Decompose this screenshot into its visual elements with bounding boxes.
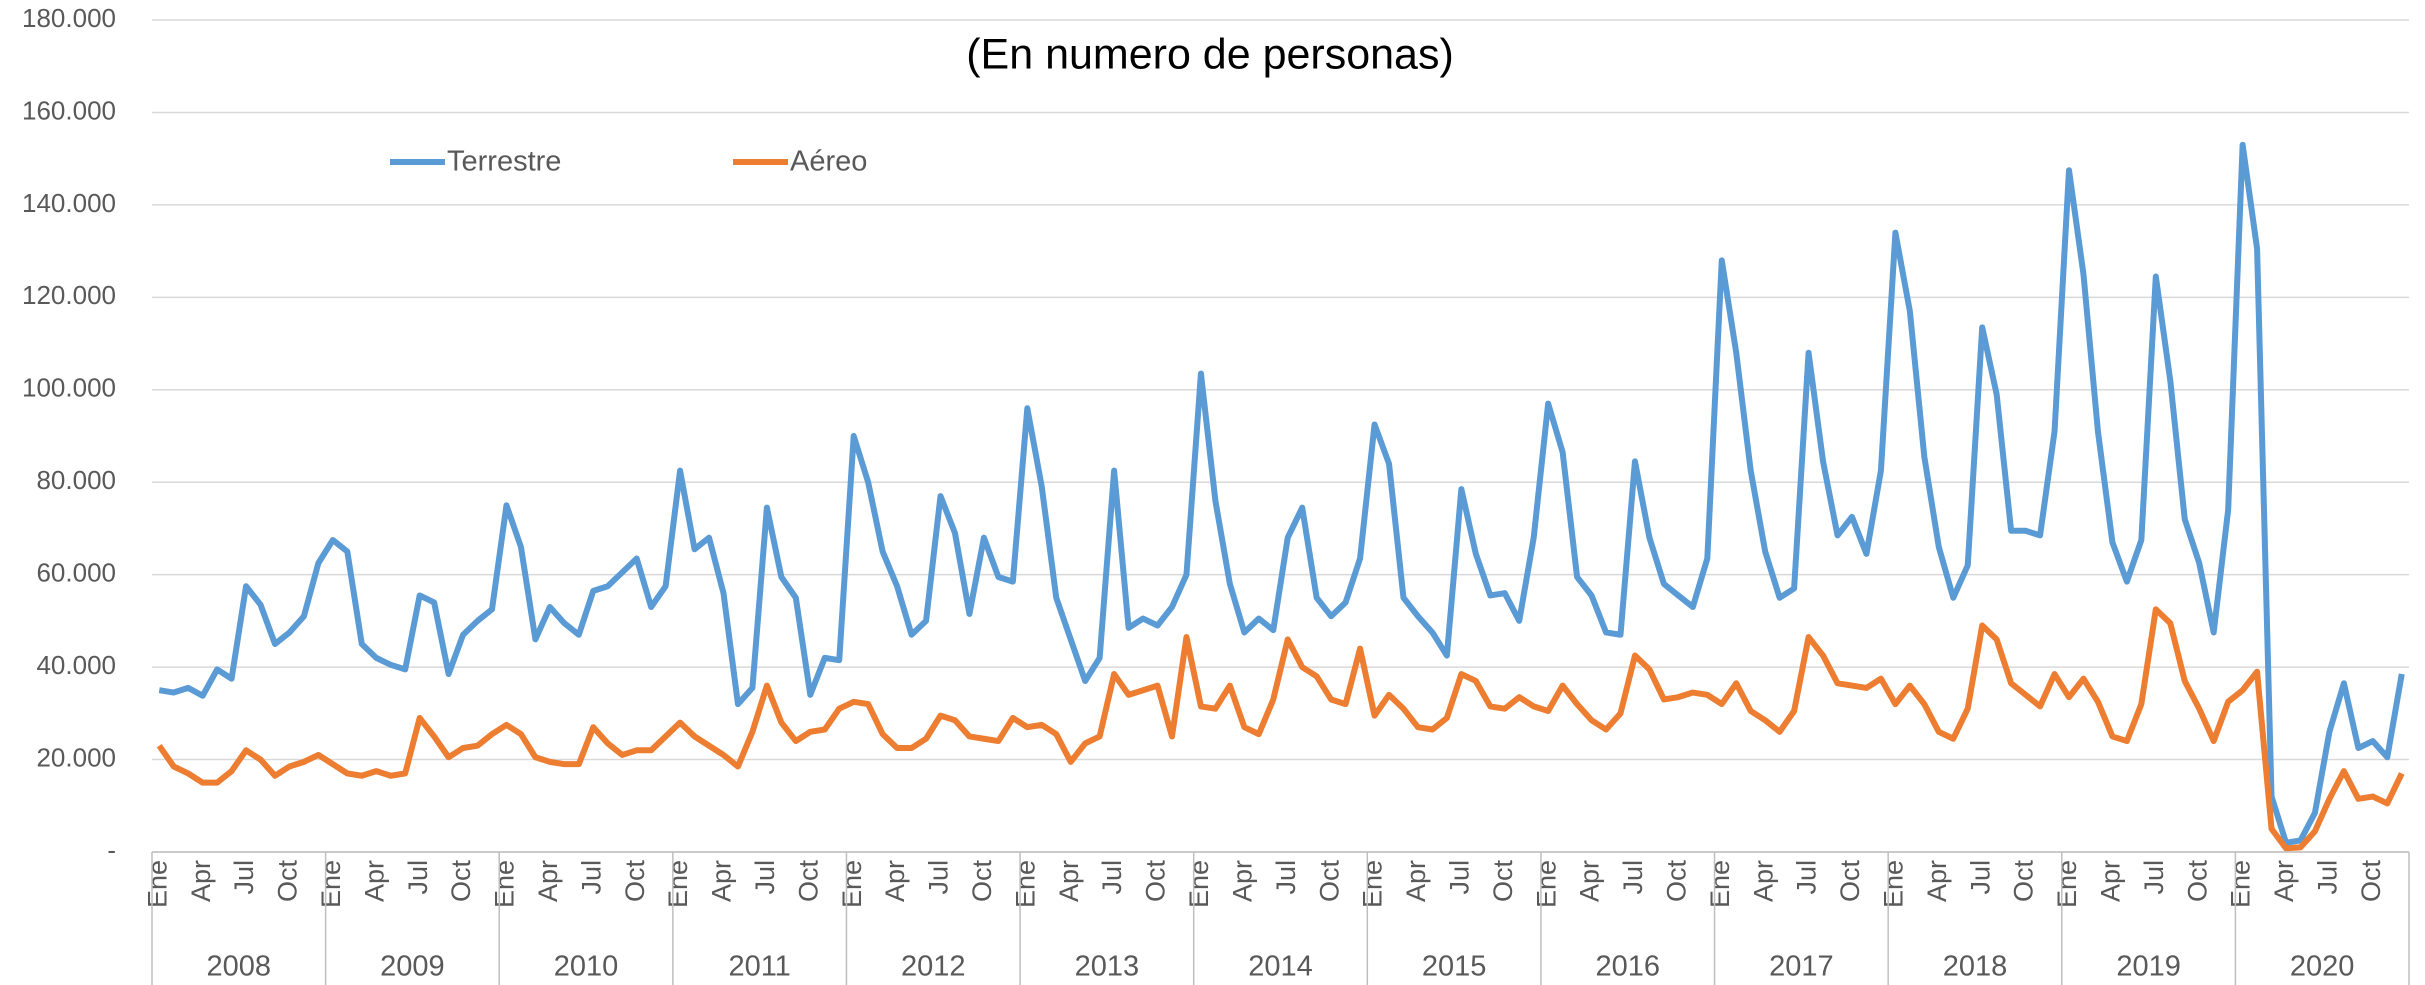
x-tick-label: Oct bbox=[620, 860, 650, 903]
year-label: 2010 bbox=[554, 951, 619, 983]
year-label: 2012 bbox=[901, 951, 966, 983]
x-tick-label: Jul bbox=[576, 860, 606, 895]
y-tick-label: 40.000 bbox=[36, 650, 116, 680]
x-tick-label: Oct bbox=[1488, 860, 1518, 903]
x-tick-label: Oct bbox=[967, 860, 997, 903]
x-tick-label: Apr bbox=[1227, 860, 1257, 902]
x-tick-label: Oct bbox=[1141, 860, 1171, 903]
x-tick-label: Jul bbox=[750, 860, 780, 895]
x-tick-label: Apr bbox=[359, 860, 389, 902]
year-label: 2015 bbox=[1422, 951, 1487, 983]
x-tick-label: Jul bbox=[1097, 860, 1127, 895]
year-label: 2009 bbox=[380, 951, 445, 983]
x-tick-label: Ene bbox=[2052, 860, 2082, 908]
legend-label: Terrestre bbox=[447, 146, 561, 178]
chart-title: (En numero de personas) bbox=[966, 30, 1454, 78]
year-label: 2016 bbox=[1595, 951, 1660, 983]
y-tick-label: 180.000 bbox=[22, 3, 116, 33]
year-label: 2013 bbox=[1075, 951, 1140, 983]
y-tick-label: 80.000 bbox=[36, 465, 116, 495]
x-tick-label: Oct bbox=[1835, 860, 1865, 903]
x-tick-label: Apr bbox=[1054, 860, 1084, 902]
x-tick-label: Apr bbox=[533, 860, 563, 902]
x-tick-label: Oct bbox=[793, 860, 823, 903]
y-tick-label: 100.000 bbox=[22, 373, 116, 403]
x-tick-label: Ene bbox=[316, 860, 346, 908]
x-tick-label: Oct bbox=[1314, 860, 1344, 903]
x-tick-label: Ene bbox=[663, 860, 693, 908]
x-tick-label: Ene bbox=[1358, 860, 1388, 908]
x-tick-label: Apr bbox=[1401, 860, 1431, 902]
x-tick-label: Apr bbox=[186, 860, 216, 902]
x-tick-label: Jul bbox=[2313, 860, 2343, 895]
series-line bbox=[158, 141, 2405, 846]
x-tick-label: Jul bbox=[924, 860, 954, 895]
x-tick-label: Jul bbox=[1271, 860, 1301, 895]
x-tick-label: Oct bbox=[446, 860, 476, 903]
legend-label: Aéreo bbox=[790, 146, 867, 178]
x-tick-label: Jul bbox=[1618, 860, 1648, 895]
x-tick-label: Apr bbox=[707, 860, 737, 902]
x-tick-label: Apr bbox=[1748, 860, 1778, 902]
x-tick-label: Apr bbox=[1922, 860, 1952, 902]
x-tick-label: Ene bbox=[142, 860, 172, 908]
x-tick-label: Apr bbox=[2096, 860, 2126, 902]
x-tick-label: Jul bbox=[229, 860, 259, 895]
y-tick-label: 20.000 bbox=[36, 742, 116, 772]
year-label: 2019 bbox=[2116, 951, 2181, 983]
x-tick-label: Jul bbox=[403, 860, 433, 895]
year-label: 2017 bbox=[1769, 951, 1834, 983]
x-tick-label: Jul bbox=[1965, 860, 1995, 895]
x-tick-label: Oct bbox=[1661, 860, 1691, 903]
x-tick-label: Ene bbox=[837, 860, 867, 908]
y-tick-label: 140.000 bbox=[22, 188, 116, 218]
x-tick-label: Ene bbox=[1184, 860, 1214, 908]
year-label: 2014 bbox=[1248, 951, 1313, 983]
y-tick-label: 160.000 bbox=[22, 95, 116, 125]
x-tick-label: Jul bbox=[1444, 860, 1474, 895]
x-tick-label: Oct bbox=[273, 860, 303, 903]
year-label: 2020 bbox=[2290, 951, 2355, 983]
x-tick-label: Ene bbox=[1531, 860, 1561, 908]
x-tick-label: Ene bbox=[1010, 860, 1040, 908]
x-tick-label: Apr bbox=[2269, 860, 2299, 902]
y-tick-label: 60.000 bbox=[36, 558, 116, 588]
x-tick-label: Ene bbox=[1879, 860, 1909, 908]
x-tick-label: Apr bbox=[880, 860, 910, 902]
x-tick-label: Ene bbox=[2226, 860, 2256, 908]
x-tick-label: Jul bbox=[2139, 860, 2169, 895]
x-tick-label: Jul bbox=[1792, 860, 1822, 895]
x-tick-label: Oct bbox=[2356, 860, 2386, 903]
x-tick-label: Oct bbox=[2009, 860, 2039, 903]
year-label: 2011 bbox=[728, 951, 790, 983]
x-tick-label: Ene bbox=[490, 860, 520, 908]
x-tick-label: Ene bbox=[1705, 860, 1735, 908]
y-tick-label: - bbox=[107, 835, 116, 865]
year-label: 2008 bbox=[207, 951, 272, 983]
series-line bbox=[156, 606, 2405, 852]
x-tick-label: Apr bbox=[1575, 860, 1605, 902]
x-tick-label: Oct bbox=[2182, 860, 2212, 903]
y-tick-label: 120.000 bbox=[22, 280, 116, 310]
year-label: 2018 bbox=[1943, 951, 2008, 983]
